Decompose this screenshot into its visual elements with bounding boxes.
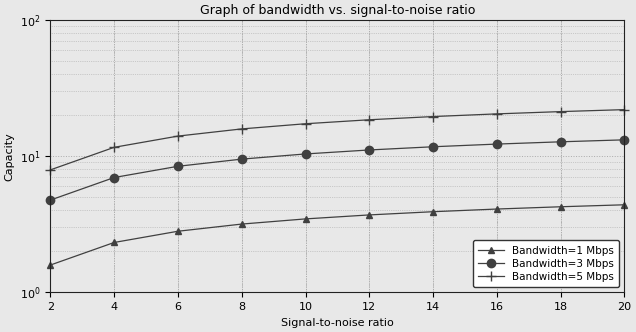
Legend: Bandwidth=1 Mbps, Bandwidth=3 Mbps, Bandwidth=5 Mbps: Bandwidth=1 Mbps, Bandwidth=3 Mbps, Band… bbox=[473, 240, 619, 287]
Bandwidth=5 Mbps bbox=[621, 108, 628, 112]
Bandwidth=5 Mbps bbox=[493, 112, 501, 116]
Bandwidth=1 Mbps bbox=[557, 205, 565, 209]
Bandwidth=3 Mbps bbox=[238, 157, 245, 161]
X-axis label: Signal-to-noise ratio: Signal-to-noise ratio bbox=[281, 317, 394, 328]
Y-axis label: Capacity: Capacity bbox=[4, 132, 15, 181]
Bandwidth=5 Mbps bbox=[429, 115, 437, 119]
Bandwidth=1 Mbps bbox=[429, 210, 437, 214]
Bandwidth=1 Mbps bbox=[366, 213, 373, 217]
Title: Graph of bandwidth vs. signal-to-noise ratio: Graph of bandwidth vs. signal-to-noise r… bbox=[200, 4, 475, 18]
Bandwidth=1 Mbps bbox=[110, 240, 118, 244]
Line: Bandwidth=5 Mbps: Bandwidth=5 Mbps bbox=[46, 105, 630, 175]
Bandwidth=1 Mbps bbox=[238, 222, 245, 226]
Bandwidth=1 Mbps bbox=[174, 229, 182, 233]
Bandwidth=1 Mbps bbox=[46, 263, 54, 267]
Line: Bandwidth=1 Mbps: Bandwidth=1 Mbps bbox=[47, 201, 628, 269]
Bandwidth=3 Mbps bbox=[557, 140, 565, 144]
Bandwidth=3 Mbps bbox=[46, 198, 54, 202]
Bandwidth=3 Mbps bbox=[429, 145, 437, 149]
Bandwidth=3 Mbps bbox=[621, 138, 628, 142]
Bandwidth=5 Mbps bbox=[174, 134, 182, 138]
Line: Bandwidth=3 Mbps: Bandwidth=3 Mbps bbox=[46, 136, 628, 204]
Bandwidth=3 Mbps bbox=[110, 176, 118, 180]
Bandwidth=1 Mbps bbox=[301, 217, 309, 221]
Bandwidth=3 Mbps bbox=[493, 142, 501, 146]
Bandwidth=5 Mbps bbox=[301, 122, 309, 126]
Bandwidth=3 Mbps bbox=[301, 152, 309, 156]
Bandwidth=5 Mbps bbox=[557, 110, 565, 114]
Bandwidth=1 Mbps bbox=[621, 203, 628, 207]
Bandwidth=3 Mbps bbox=[366, 148, 373, 152]
Bandwidth=3 Mbps bbox=[174, 164, 182, 168]
Bandwidth=5 Mbps bbox=[46, 168, 54, 172]
Bandwidth=5 Mbps bbox=[238, 127, 245, 131]
Bandwidth=5 Mbps bbox=[366, 118, 373, 122]
Bandwidth=5 Mbps bbox=[110, 145, 118, 149]
Bandwidth=1 Mbps bbox=[493, 207, 501, 211]
